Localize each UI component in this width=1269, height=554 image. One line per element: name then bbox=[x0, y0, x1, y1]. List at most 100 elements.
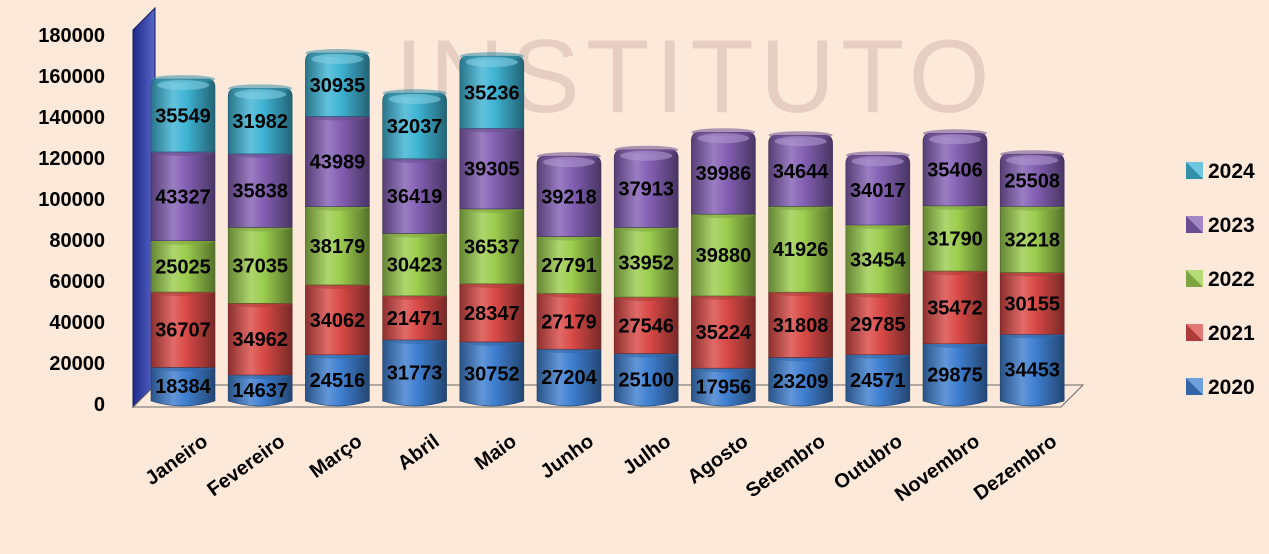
segment-edge bbox=[923, 129, 987, 138]
legend-item-2021: 2021 bbox=[1186, 322, 1255, 345]
x-category-label-marco: Março bbox=[306, 430, 367, 482]
legend-label-2021: 2021 bbox=[1208, 322, 1255, 345]
y-tick-label: 0 bbox=[94, 394, 105, 416]
data-label-novembro-2020: 29875 bbox=[927, 364, 983, 386]
legend-label-2020: 2020 bbox=[1208, 376, 1255, 399]
data-label-junho-2021: 27179 bbox=[541, 311, 597, 333]
x-category-label-julho: Julho bbox=[619, 430, 675, 479]
bar-cap-highlight bbox=[774, 136, 827, 147]
data-label-julho-2022: 33952 bbox=[618, 252, 674, 274]
bar-cap-highlight bbox=[311, 54, 364, 65]
data-label-junho-2023: 39218 bbox=[541, 186, 597, 208]
data-label-agosto-2021: 35224 bbox=[696, 322, 752, 344]
x-category-label-janeiro: Janeiro bbox=[141, 430, 211, 490]
data-label-marco-2022: 38179 bbox=[310, 236, 366, 258]
legend-swatch-bevel bbox=[1186, 216, 1203, 233]
segment-edge bbox=[537, 152, 601, 161]
bar-cap-highlight bbox=[620, 150, 673, 161]
bar-segment-junho-2020 bbox=[536, 348, 602, 407]
bar-segment-maio-2020 bbox=[459, 341, 525, 407]
data-label-agosto-2023: 39986 bbox=[696, 163, 752, 185]
legend-label-2022: 2022 bbox=[1208, 268, 1255, 291]
bar-segment-abril-2020 bbox=[382, 339, 447, 407]
data-label-outubro-2020: 24571 bbox=[850, 370, 906, 392]
y-tick-label: 80000 bbox=[49, 230, 105, 252]
legend-swatch-bevel bbox=[1186, 162, 1203, 179]
data-label-maio-2024: 35236 bbox=[464, 82, 520, 104]
segment-edge bbox=[614, 145, 679, 154]
legend-label-2024: 2024 bbox=[1208, 160, 1255, 183]
data-label-abril-2023: 36419 bbox=[387, 186, 443, 208]
segment-edge bbox=[1000, 150, 1065, 159]
bar-stack-abril bbox=[382, 89, 447, 407]
data-label-outubro-2022: 33454 bbox=[850, 249, 906, 271]
bar-stack-outubro bbox=[845, 151, 911, 407]
bar-cap-highlight bbox=[234, 89, 287, 100]
x-category-label-junho: Junho bbox=[536, 430, 597, 483]
data-label-dezembro-2021: 30155 bbox=[1004, 293, 1060, 315]
bar-segment-setembro-2020 bbox=[768, 357, 833, 407]
bar-stack-agosto bbox=[691, 128, 756, 407]
segment-edge bbox=[459, 52, 524, 61]
legend-label-2023: 2023 bbox=[1208, 214, 1255, 237]
data-label-setembro-2021: 31808 bbox=[773, 315, 829, 337]
data-label-janeiro-2022: 25025 bbox=[155, 256, 211, 278]
data-label-fevereiro-2023: 35838 bbox=[232, 181, 288, 203]
x-category-label-abril: Abril bbox=[394, 430, 444, 475]
data-label-marco-2024: 30935 bbox=[310, 75, 366, 97]
bar-stack-fevereiro bbox=[227, 84, 293, 407]
data-label-marco-2023: 43989 bbox=[310, 152, 366, 174]
data-label-outubro-2023: 34017 bbox=[850, 180, 906, 202]
bar-cap-highlight bbox=[157, 80, 209, 91]
segment-edge bbox=[845, 151, 910, 160]
data-label-novembro-2021: 35472 bbox=[927, 297, 983, 319]
segment-edge bbox=[382, 89, 447, 98]
data-label-janeiro-2020: 18384 bbox=[155, 376, 211, 398]
y-tick-label: 20000 bbox=[49, 353, 105, 375]
data-label-maio-2022: 36537 bbox=[464, 236, 520, 258]
bar-stack-novembro bbox=[922, 129, 988, 407]
data-label-dezembro-2022: 32218 bbox=[1004, 230, 1060, 252]
bar-segment-fevereiro-2020 bbox=[227, 374, 293, 407]
x-category-label-novembro: Novembro bbox=[891, 430, 984, 506]
segment-edge bbox=[768, 131, 833, 140]
data-label-maio-2021: 28347 bbox=[464, 303, 520, 325]
floor-outline bbox=[131, 384, 1085, 408]
bar-cap-highlight bbox=[465, 57, 518, 68]
bar-stack-janeiro bbox=[150, 75, 216, 407]
x-category-label-agosto: Agosto bbox=[684, 430, 753, 488]
x-category-label-maio: Maio bbox=[471, 430, 521, 475]
y-tick-label: 60000 bbox=[49, 271, 105, 293]
y-tick-label: 100000 bbox=[38, 189, 105, 211]
data-label-fevereiro-2024: 31982 bbox=[232, 111, 288, 133]
data-label-abril-2020: 31773 bbox=[387, 362, 443, 384]
data-label-janeiro-2024: 35549 bbox=[155, 106, 211, 128]
bar-segment-janeiro-2020 bbox=[150, 367, 216, 407]
y-tick-label: 140000 bbox=[38, 107, 105, 129]
bar-segment-marco-2020 bbox=[305, 354, 370, 407]
legend-item-2022: 2022 bbox=[1186, 268, 1255, 291]
legend-item-2024: 2024 bbox=[1186, 160, 1255, 183]
bar-cap-highlight bbox=[851, 156, 904, 167]
legend-swatch-bevel bbox=[1186, 378, 1203, 395]
data-label-agosto-2022: 39880 bbox=[696, 245, 752, 267]
data-label-outubro-2021: 29785 bbox=[850, 314, 906, 336]
segment-edge bbox=[305, 49, 370, 58]
data-label-maio-2020: 30752 bbox=[464, 363, 520, 385]
data-label-setembro-2023: 34644 bbox=[773, 161, 829, 183]
x-category-label-setembro: Setembro bbox=[742, 430, 830, 502]
data-label-agosto-2020: 17956 bbox=[696, 377, 752, 399]
data-label-setembro-2020: 23209 bbox=[773, 371, 829, 393]
data-label-abril-2024: 32037 bbox=[387, 116, 443, 138]
legend-swatch-bevel bbox=[1186, 324, 1203, 341]
segment-edge bbox=[228, 84, 293, 93]
data-label-julho-2021: 27546 bbox=[618, 315, 674, 337]
bar-stack-marco bbox=[305, 49, 370, 407]
data-label-fevereiro-2021: 34962 bbox=[232, 329, 288, 351]
segment-edge bbox=[691, 128, 756, 137]
y-tick-label: 40000 bbox=[49, 312, 105, 334]
bar-segment-agosto-2020 bbox=[691, 367, 756, 407]
data-label-abril-2021: 21471 bbox=[387, 308, 443, 330]
data-label-maio-2023: 39305 bbox=[464, 159, 520, 181]
data-label-abril-2022: 30423 bbox=[387, 255, 443, 277]
